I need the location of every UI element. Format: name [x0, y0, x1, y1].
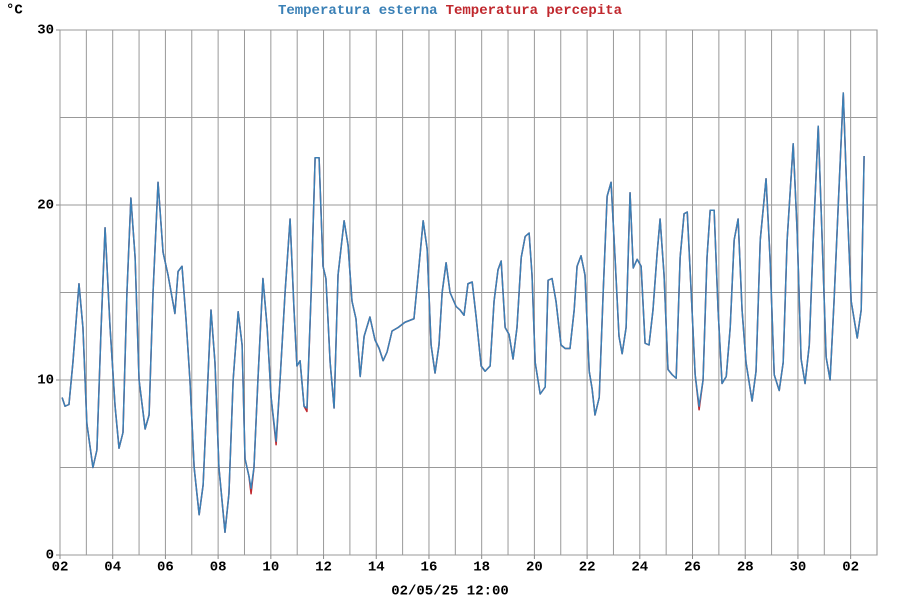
y-unit: °C — [6, 3, 23, 19]
x-tick-label: 20 — [526, 560, 543, 576]
x-tick-label: 12 — [315, 560, 332, 576]
legend-entry: Temperatura esterna — [278, 3, 438, 19]
legend: Temperatura esterna Temperatura percepita — [278, 3, 623, 19]
x-tick-label: 16 — [421, 560, 438, 576]
x-tick-label: 18 — [473, 560, 490, 576]
x-tick-label: 28 — [737, 560, 754, 576]
x-tick-label: 30 — [790, 560, 807, 576]
y-tick-label: 10 — [37, 373, 54, 389]
series-line — [61, 92, 865, 533]
series-line — [61, 92, 865, 533]
x-tick-label: 26 — [684, 560, 701, 576]
x-tick-label: 14 — [368, 560, 385, 576]
y-tick-label: 0 — [46, 548, 54, 564]
x-tick-label: 10 — [262, 560, 279, 576]
y-tick-label: 20 — [37, 198, 54, 214]
x-tick-label: 06 — [157, 560, 174, 576]
legend-entry: Temperatura percepita — [446, 3, 623, 19]
x-tick-label: 04 — [104, 560, 121, 576]
timestamp: 02/05/25 12:00 — [391, 584, 509, 600]
x-tick-label: 22 — [579, 560, 596, 576]
x-tick-label: 08 — [210, 560, 227, 576]
x-tick-label: 02 — [52, 560, 69, 576]
x-tick-label: 24 — [631, 560, 648, 576]
y-tick-label: 30 — [37, 23, 54, 39]
x-tick-label: 02 — [842, 560, 859, 576]
